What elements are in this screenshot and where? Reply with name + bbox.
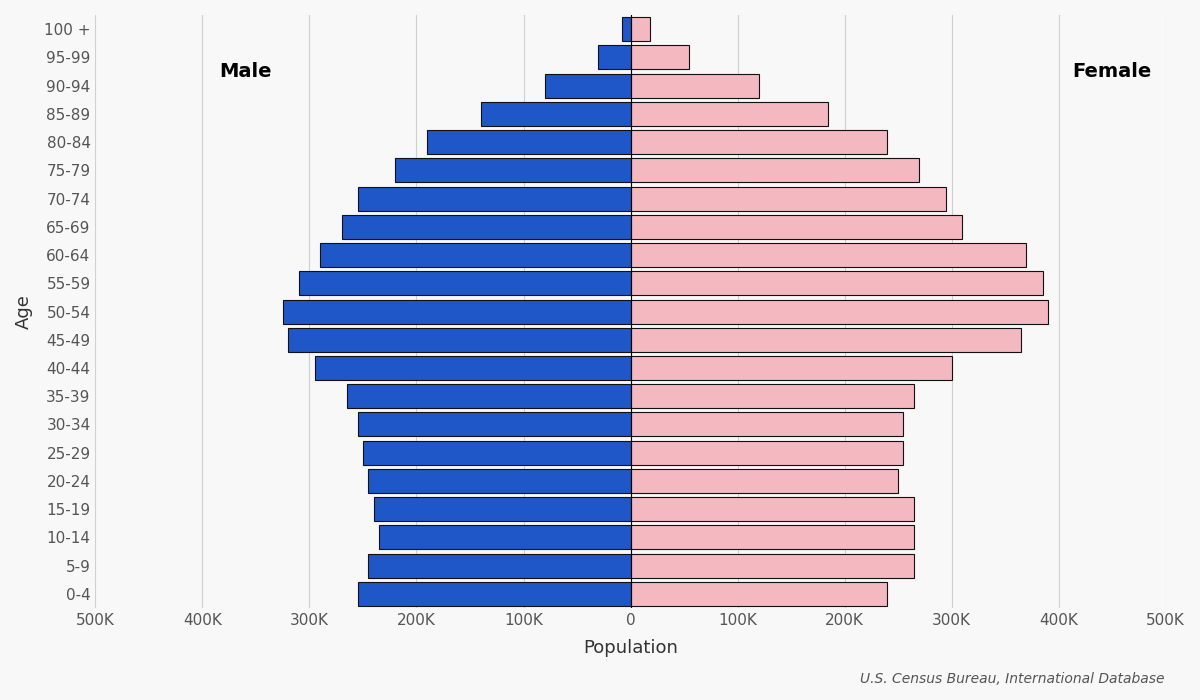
Bar [299, 272, 630, 295]
Bar [283, 300, 630, 323]
Bar [630, 74, 758, 97]
Text: Male: Male [220, 62, 271, 81]
Bar [379, 526, 630, 550]
Bar [427, 130, 630, 154]
Bar [622, 17, 630, 41]
Bar [481, 102, 630, 126]
Bar [599, 46, 630, 69]
Y-axis label: Age: Age [14, 294, 34, 329]
Bar [358, 412, 630, 437]
Bar [630, 130, 887, 154]
Bar [395, 158, 630, 182]
Bar [630, 102, 828, 126]
Bar [314, 356, 630, 380]
Bar [630, 356, 952, 380]
Bar [630, 412, 904, 437]
Bar [630, 158, 919, 182]
Bar [630, 187, 946, 211]
Bar [545, 74, 630, 97]
Bar [288, 328, 630, 352]
Bar [320, 243, 630, 267]
Bar [342, 215, 630, 239]
Bar [368, 469, 630, 493]
Bar [630, 582, 887, 606]
Bar [373, 497, 630, 522]
Bar [347, 384, 630, 408]
Text: Female: Female [1073, 62, 1152, 81]
Bar [358, 187, 630, 211]
Bar [630, 469, 898, 493]
Bar [630, 441, 904, 465]
Bar [358, 582, 630, 606]
Bar [630, 384, 914, 408]
Bar [630, 17, 649, 41]
Bar [630, 526, 914, 550]
Bar [630, 215, 962, 239]
Bar [630, 554, 914, 578]
Bar [630, 328, 1021, 352]
Bar [630, 243, 1026, 267]
Bar [630, 497, 914, 522]
X-axis label: Population: Population [583, 639, 678, 657]
Bar [362, 441, 630, 465]
Bar [630, 300, 1048, 323]
Bar [368, 554, 630, 578]
Bar [630, 46, 689, 69]
Text: U.S. Census Bureau, International Database: U.S. Census Bureau, International Databa… [859, 672, 1164, 686]
Bar [630, 272, 1043, 295]
